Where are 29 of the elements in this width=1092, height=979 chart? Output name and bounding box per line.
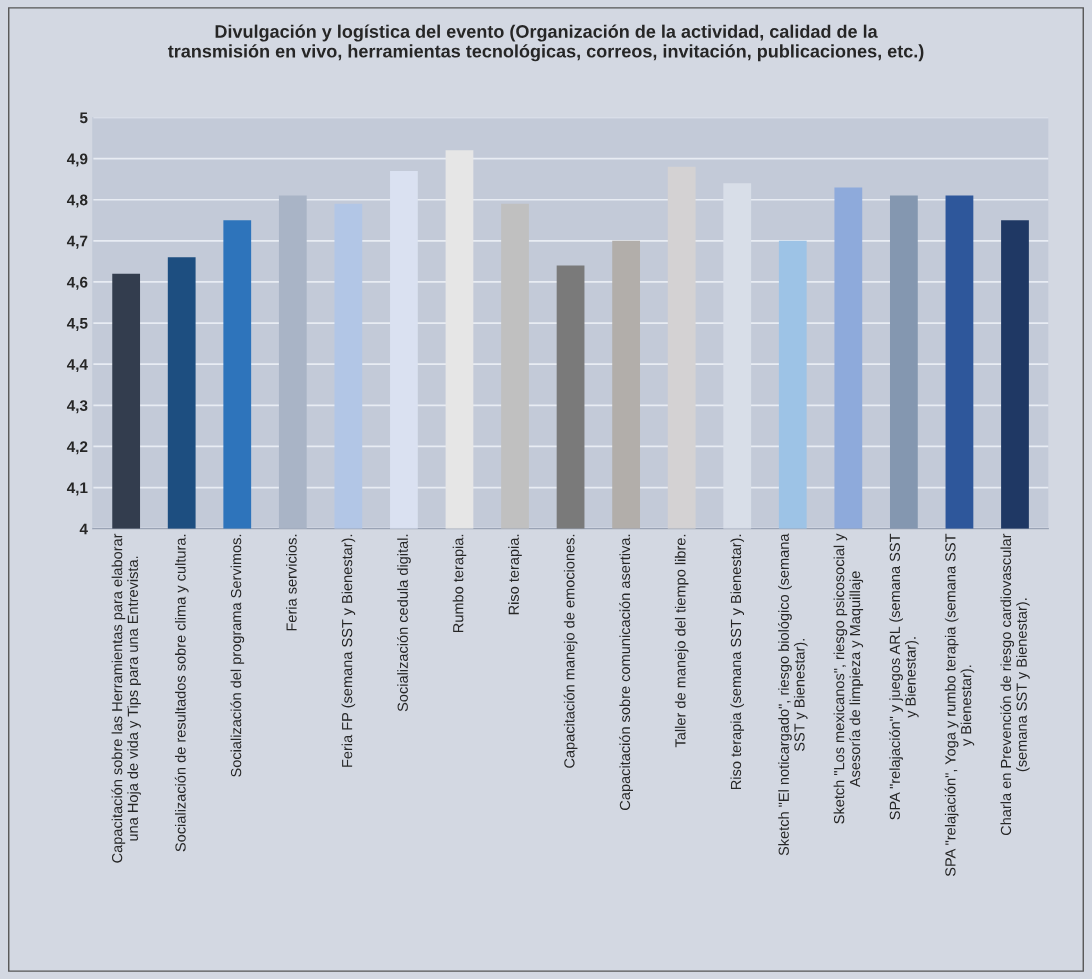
y-tick-label: 5 <box>79 112 88 124</box>
y-tick-label: 4,3 <box>66 400 88 414</box>
x-tick-label: Feria servicios. <box>286 534 297 631</box>
x-tick-label: Capacitación manejo de emociones. <box>563 534 578 768</box>
x-tick-label: Capacitación sobre comunicación asertiva. <box>619 534 634 810</box>
y-tick-label: 4,7 <box>66 235 88 249</box>
x-tick-label: Riso terapia (semana SST y Bienestar). <box>730 534 745 789</box>
x-tick-label: SPA "relajación", Yoga y rumbo terapia (semana SST y Bienestar). <box>944 533 975 877</box>
x-tick-label: Feria FP (semana SST y Bienestar). <box>341 534 356 767</box>
x-tick-label: Capacitación sobre las Herramientas para elaborar una Hoja de vida y Tips para una Entrevista. <box>111 533 141 863</box>
x-tick-label: Rumbo terapia. <box>452 534 467 633</box>
x-tick-label: Socialización de resultados sobre clima y cultura. <box>174 534 189 852</box>
x-tick-label: Socialización del programa Servimos. <box>230 534 245 777</box>
x-tick-label: Sketch "Los mexicanos", riesgo psicosocial y Asesoría de limpieza y Maquillaje <box>833 533 864 824</box>
x-tick-label: SPA "relajación" y juegos ARL (semana SST y Bienestar). <box>889 533 919 820</box>
y-tick-label: 4,6 <box>66 276 88 290</box>
chart-title: Divulgación y logística del evento (Organización de la actividad, calidad de la transmisión en vivo, herramientas tecnológicas, correos, invitación, publicaciones, etc.) <box>167 24 924 62</box>
y-tick-label: 4,5 <box>66 318 88 331</box>
x-tick-label: Taller de manejo del tiempo libre. <box>674 534 689 748</box>
x-tick-label: Charla en Prevención de riesgo cardiovascular (semana SST y Bienestar). <box>1000 533 1030 836</box>
y-tick-label: 4,2 <box>66 441 88 455</box>
y-tick-label: 4 <box>79 523 88 535</box>
y-tick-label: 4,1 <box>66 482 88 496</box>
x-tick-label: Socialización cedula digital. <box>397 534 411 712</box>
y-tick-label: 4,8 <box>66 194 88 208</box>
x-tick-label: Sketch "El noticargado", riesgo biológico (semana SST y Bienestar). <box>778 533 808 856</box>
x-tick-label: Riso terapia. <box>508 534 522 615</box>
y-tick-label: 4,9 <box>66 153 88 167</box>
y-tick-label: 4,4 <box>66 359 88 373</box>
